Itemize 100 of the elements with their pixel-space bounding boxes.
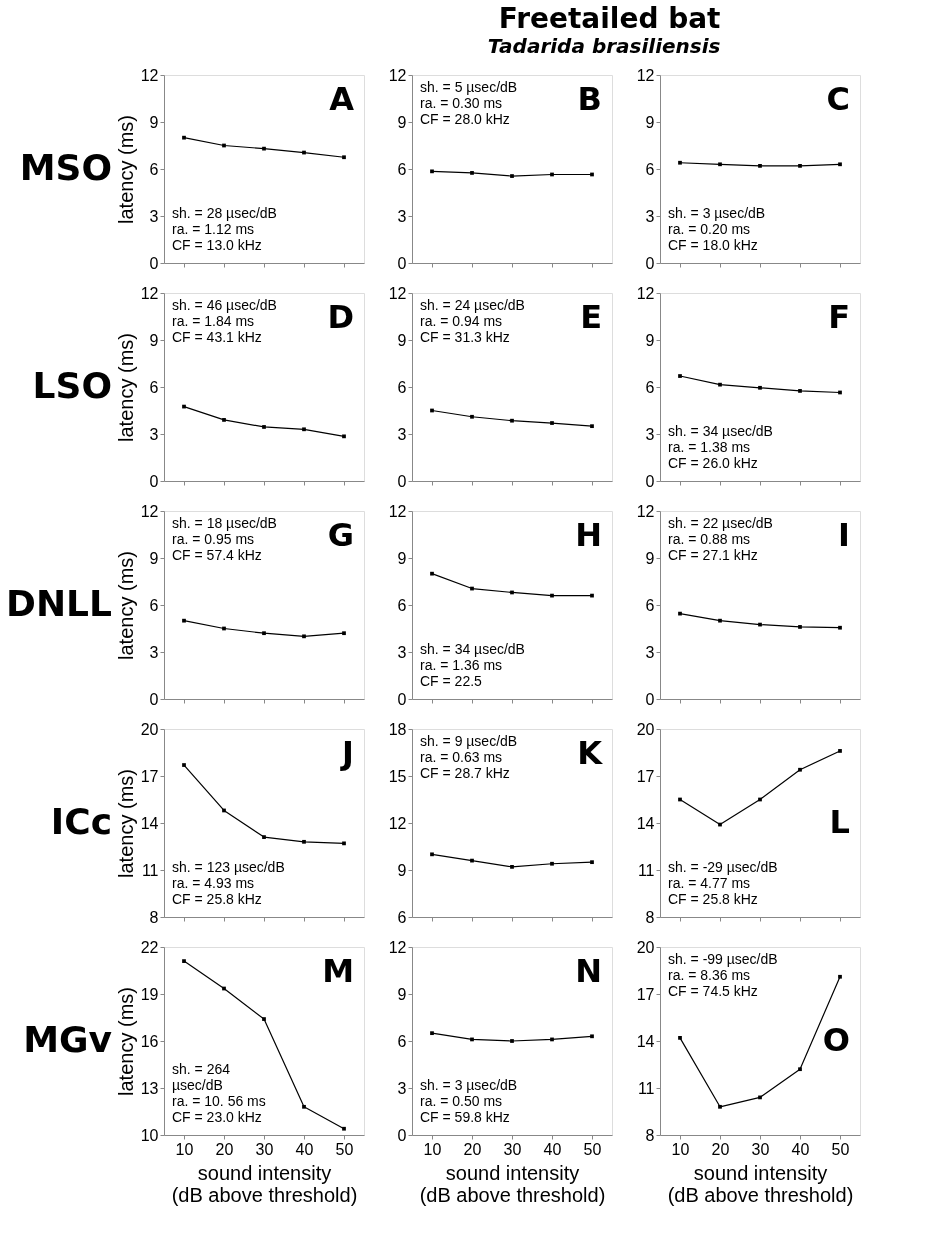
y-tick-label: 12 — [140, 502, 159, 520]
y-tick-label: 6 — [397, 160, 407, 178]
y-tick-label: 18 — [388, 720, 407, 738]
y-tick-label: 9 — [397, 331, 407, 349]
x-tick-label: 30 — [751, 1140, 770, 1158]
y-tick-label: 16 — [140, 1032, 159, 1050]
y-tick-label: 8 — [149, 908, 159, 926]
point — [342, 841, 346, 846]
point — [798, 389, 802, 393]
y-tick-label: 22 — [140, 938, 159, 956]
annotation: H — [575, 516, 602, 554]
x-axis-title: sound intensity (dB above threshold) — [667, 1161, 854, 1206]
y-tick-label: 6 — [149, 596, 159, 614]
point — [302, 634, 306, 639]
point — [342, 434, 346, 439]
y-tick-label: 9 — [645, 331, 655, 349]
x-tick-label: 10 — [423, 1140, 442, 1158]
y-tick-label: 6 — [645, 596, 655, 614]
annotation: A — [329, 80, 355, 118]
x-tick-label: 40 — [543, 1140, 562, 1158]
y-tick-label: 9 — [397, 113, 407, 131]
point — [838, 625, 842, 630]
y-tick-label: 8 — [645, 1126, 655, 1144]
point — [342, 631, 346, 636]
annotation: M — [322, 952, 354, 990]
y-tick-label: 12 — [636, 284, 655, 302]
point — [590, 1034, 594, 1039]
y-axis-title: latency (ms) — [114, 769, 137, 878]
x-tick-label: 30 — [255, 1140, 274, 1158]
point — [798, 767, 802, 772]
annotation: N — [575, 952, 602, 990]
annotation: sh. = -99 µsec/dB ra. = 8.36 ms CF = 74.5 kHz — [668, 951, 778, 999]
annotation: C — [826, 80, 850, 118]
annotation: sh. = 24 µsec/dB ra. = 0.94 ms CF = 31.3 kHz — [420, 297, 525, 345]
annotation: sh. = 9 µsec/dB ra. = 0.63 ms CF = 28.7 kHz — [420, 733, 518, 781]
annotation: B — [577, 80, 602, 118]
point — [262, 631, 266, 636]
y-tick-label: 17 — [636, 985, 655, 1003]
point — [678, 1036, 682, 1040]
y-tick-label: 10 — [140, 1126, 159, 1144]
y-tick-label: 3 — [397, 207, 407, 225]
annotation: sh. = 28 µsec/dB ra. = 1.12 ms CF = 13.0 kHz — [172, 205, 277, 253]
point — [758, 385, 762, 390]
y-tick-label: 6 — [397, 596, 407, 614]
x-tick-label: 40 — [295, 1140, 314, 1158]
annotation: sh. = 22 µsec/dB ra. = 0.88 ms CF = 27.1 kHz — [668, 515, 773, 563]
point — [590, 424, 594, 429]
x-tick-label: 20 — [463, 1140, 482, 1158]
point — [838, 749, 842, 753]
text: ICc — [50, 801, 112, 842]
y-tick-label: 14 — [636, 1032, 655, 1050]
y-tick-label: 12 — [388, 66, 407, 84]
point — [550, 421, 554, 425]
y-tick-label: 3 — [149, 425, 159, 443]
text: LSO — [32, 365, 112, 406]
y-tick-label: 12 — [636, 66, 655, 84]
y-tick-label: 3 — [149, 643, 159, 661]
annotation: J — [340, 734, 354, 772]
x-tick-label: 10 — [175, 1140, 194, 1158]
point — [430, 852, 434, 857]
x-tick-label: 20 — [711, 1140, 730, 1158]
annotation: L — [829, 802, 850, 841]
y-tick-label: 20 — [636, 720, 655, 738]
y-tick-label: 0 — [645, 254, 655, 272]
y-tick-label: 9 — [149, 113, 159, 131]
y-tick-label: 0 — [149, 690, 159, 708]
x-tick-label: 30 — [503, 1140, 522, 1158]
point — [302, 427, 306, 432]
point — [222, 418, 226, 422]
point — [718, 618, 722, 623]
y-tick-label: 9 — [397, 985, 407, 1003]
annotation: E — [580, 298, 602, 336]
point — [182, 135, 186, 140]
x-tick-label: 50 — [831, 1140, 850, 1158]
point — [302, 1104, 306, 1109]
x-axis-title: sound intensity (dB above threshold) — [419, 1161, 606, 1206]
text: MGv — [23, 1019, 112, 1060]
x-tick-label: 50 — [335, 1140, 354, 1158]
point — [470, 414, 474, 419]
annotation: sh. = 3 µsec/dB ra. = 0.50 ms CF = 59.8 kHz — [420, 1077, 518, 1125]
y-tick-label: 3 — [397, 1079, 407, 1097]
x-tick-label: 40 — [791, 1140, 810, 1158]
text: MSO — [19, 147, 112, 188]
annotation: sh. = 34 µsec/dB ra. = 1.36 ms CF = 22.5 — [420, 641, 525, 689]
point — [510, 865, 514, 869]
point — [590, 860, 594, 865]
y-tick-label: 6 — [397, 908, 407, 926]
annotation: sh. = 3 µsec/dB ra. = 0.20 ms CF = 18.0 kHz — [668, 205, 766, 253]
y-tick-label: 12 — [140, 66, 159, 84]
annotation: G — [327, 516, 354, 554]
y-tick-label: 11 — [637, 1079, 655, 1097]
x-axis-title: sound intensity (dB above threshold) — [171, 1161, 358, 1206]
annotation: sh. = 5 µsec/dB ra. = 0.30 ms CF = 28.0 kHz — [420, 79, 518, 127]
y-tick-label: 9 — [397, 549, 407, 567]
y-axis-title: latency (ms) — [114, 115, 137, 224]
text: DNLL — [6, 583, 112, 624]
annotation: sh. = 123 µsec/dB ra. = 4.93 ms CF = 25.8 kHz — [172, 859, 285, 907]
y-tick-label: 3 — [397, 425, 407, 443]
annotation: sh. = 46 µsec/dB ra. = 1.84 ms CF = 43.1 kHz — [172, 297, 277, 345]
annotation: I — [838, 516, 850, 554]
